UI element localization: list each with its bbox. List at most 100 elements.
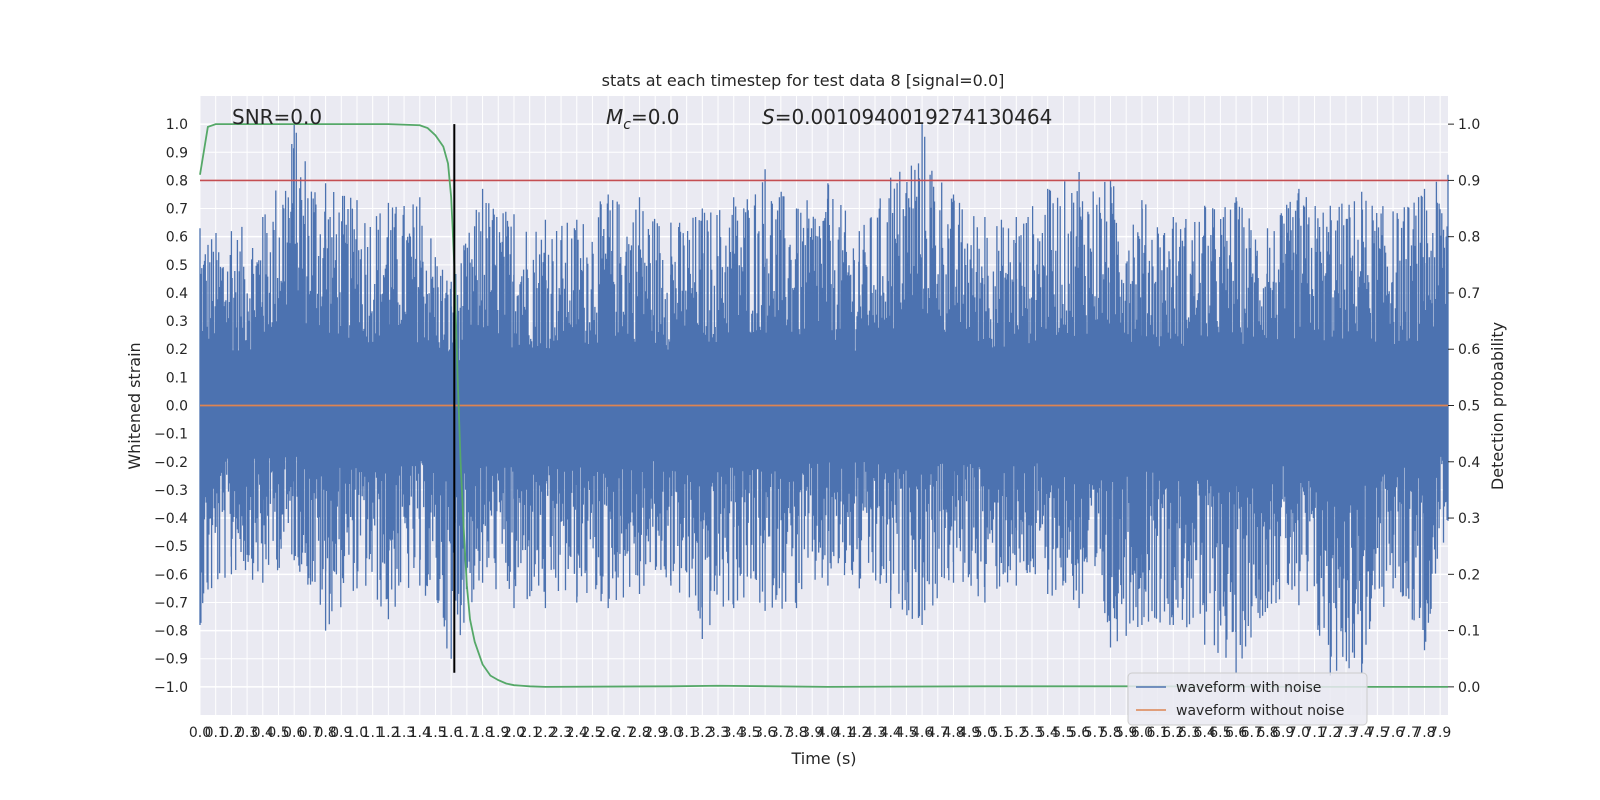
x-tick-label: 6.8	[1256, 725, 1278, 741]
x-tick-label: 4.8	[942, 725, 964, 741]
x-tick-label: 1.5	[424, 725, 446, 741]
x-tick-label: 4.4	[880, 725, 902, 741]
x-tick-label: 7.5	[1366, 725, 1388, 741]
x-tick-label: 7.1	[1303, 725, 1325, 741]
y-tick-label: −0.9	[154, 652, 188, 668]
overlay-lines	[199, 123, 1448, 688]
x-tick-label: 2.9	[644, 725, 666, 741]
y-tick-label: −0.5	[154, 539, 188, 555]
y2-tick-label: 0.7	[1458, 286, 1480, 302]
y-tick-label: 1.0	[166, 117, 188, 133]
x-tick-label: 2.2	[534, 725, 556, 741]
x-tick-label: 7.0	[1288, 725, 1310, 741]
x-tick-label: 2.4	[566, 725, 588, 741]
x-tick-label: 3.0	[660, 725, 682, 741]
chart-title: stats at each timestep for test data 8 […	[602, 71, 1005, 90]
y2-tick-label: 1.0	[1458, 117, 1480, 133]
series-detection-probability	[199, 123, 1448, 688]
x-tick-label: 0.9	[330, 725, 352, 741]
y2-axis-label: Detection probability	[1488, 322, 1507, 490]
s-symbol: S	[762, 105, 775, 129]
x-tick-label: 6.2	[1162, 725, 1184, 741]
x-ticks: 0.00.10.20.30.40.50.60.70.80.91.01.11.21…	[189, 725, 1451, 741]
y2-tick-label: 0.0	[1458, 680, 1480, 696]
x-tick-label: 3.8	[785, 725, 807, 741]
mc-value: =0.0	[631, 105, 680, 129]
y-tick-label: −0.2	[154, 455, 188, 471]
x-tick-label: 2.0	[503, 725, 525, 741]
snr-annotation: SNR=0.0	[232, 105, 322, 129]
x-tick-label: 1.7	[456, 725, 478, 741]
x-tick-label: 5.0	[974, 725, 996, 741]
y-tick-label: 0.2	[166, 342, 188, 358]
x-axis-label: Time (s)	[790, 749, 856, 768]
x-tick-label: 0.5	[267, 725, 289, 741]
y2-tick-label: 0.6	[1458, 342, 1480, 358]
y-tick-label: −0.3	[154, 483, 188, 499]
x-tick-label: 7.3	[1335, 725, 1357, 741]
y-tick-label: 0.8	[166, 173, 188, 189]
y-ticks: −1.0 −0.9 −0.8 −0.7 −0.6 −0.5 −0.4 −0.3 −0.2 −0.1…	[154, 117, 188, 696]
x-tick-label: 4.6	[911, 725, 933, 741]
y-tick-label: −0.1	[154, 427, 188, 443]
x-tick-label: 6.6	[1225, 725, 1247, 741]
x-tick-label: 6.9	[1272, 725, 1294, 741]
y2-tick-label: 0.3	[1458, 511, 1480, 527]
x-tick-label: 3.6	[754, 725, 776, 741]
x-tick-label: 5.7	[1084, 725, 1106, 741]
noise-waveform	[199, 124, 1449, 676]
y-tick-label: 0.4	[166, 286, 188, 302]
x-tick-label: 0.2	[220, 725, 242, 741]
x-tick-label: 5.3	[1021, 725, 1043, 741]
legend-label-noise: waveform with noise	[1176, 680, 1321, 696]
x-tick-label: 1.8	[471, 725, 493, 741]
x-tick-label: 0.1	[205, 725, 227, 741]
x-tick-label: 4.2	[848, 725, 870, 741]
series-waveform-with-noise	[199, 124, 1449, 676]
y-tick-label: 0.3	[166, 314, 188, 330]
y2-tick-label: 0.2	[1458, 567, 1480, 583]
x-tick-label: 7.2	[1319, 725, 1341, 741]
y2-tick-label: 0.9	[1458, 173, 1480, 189]
y-tick-label: −0.7	[154, 595, 188, 611]
y2-ticks: 0.0 0.1 0.2 0.3 0.4 0.5 0.6 0.7 0.8 0.9 1.0	[1448, 117, 1480, 696]
x-tick-label: 3.3	[707, 725, 729, 741]
y-tick-label: 0.0	[166, 399, 188, 415]
x-tick-label: 2.5	[581, 725, 603, 741]
y-tick-label: −1.0	[154, 680, 188, 696]
y2-tick-label: 0.8	[1458, 230, 1480, 246]
x-tick-label: 4.5	[895, 725, 917, 741]
y-tick-label: 0.6	[166, 230, 188, 246]
x-tick-label: 5.4	[1037, 725, 1059, 741]
x-tick-label: 1.6	[440, 725, 462, 741]
mc-annotation: Mc=0.0	[606, 105, 680, 133]
x-tick-label: 1.3	[393, 725, 415, 741]
x-tick-label: 5.8	[1099, 725, 1121, 741]
y2-tick-label: 0.1	[1458, 624, 1480, 640]
x-tick-label: 6.3	[1178, 725, 1200, 741]
x-tick-label: 1.4	[409, 725, 431, 741]
x-tick-label: 1.9	[487, 725, 509, 741]
x-tick-label: 4.0	[817, 725, 839, 741]
x-tick-label: 1.2	[377, 725, 399, 741]
x-tick-label: 3.5	[738, 725, 760, 741]
x-tick-label: 2.1	[519, 725, 541, 741]
x-tick-label: 1.1	[362, 725, 384, 741]
x-tick-label: 3.1	[676, 725, 698, 741]
x-tick-label: 2.6	[597, 725, 619, 741]
x-tick-label: 6.5	[1209, 725, 1231, 741]
x-tick-label: 7.8	[1413, 725, 1435, 741]
x-tick-label: 5.9	[1115, 725, 1137, 741]
x-tick-label: 2.3	[550, 725, 572, 741]
y-tick-label: −0.4	[154, 511, 188, 527]
y2-tick-label: 0.5	[1458, 399, 1480, 415]
x-tick-label: 6.1	[1146, 725, 1168, 741]
x-tick-label: 7.4	[1351, 725, 1373, 741]
x-tick-label: 3.7	[770, 725, 792, 741]
y2-tick-label: 0.4	[1458, 455, 1480, 471]
y-axis-label: Whitened strain	[125, 342, 144, 469]
x-tick-label: 7.9	[1429, 725, 1451, 741]
x-tick-label: 0.4	[252, 725, 274, 741]
x-tick-label: 0.6	[283, 725, 305, 741]
